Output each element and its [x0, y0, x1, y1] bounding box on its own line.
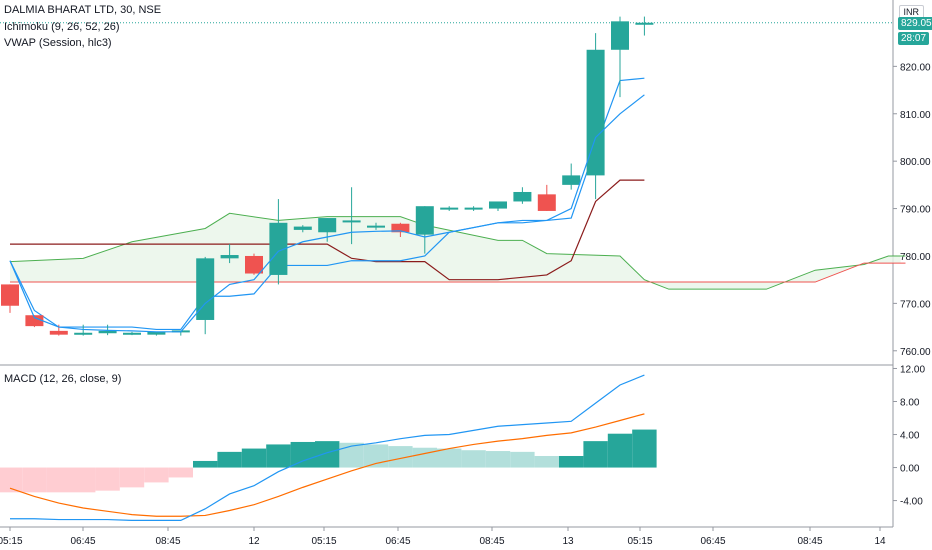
time-tick-label: 13	[562, 536, 574, 547]
kijun-line	[10, 179, 645, 281]
symbol-title: DALMIA BHARAT LTD, 30, NSE	[4, 4, 162, 16]
macd-histogram-bar	[363, 444, 389, 468]
countdown-badge: 28:07	[898, 32, 930, 45]
macd-tick-label: -4.00	[900, 497, 923, 508]
price-tick-label: 820.00	[900, 62, 931, 73]
macd-histogram-bar	[46, 467, 71, 493]
price-tick-label: 800.00	[900, 157, 931, 168]
price-tick-label: 760.00	[900, 347, 931, 358]
time-tick-label: 05:15	[627, 536, 652, 547]
macd-histogram-bar	[485, 451, 511, 468]
price-tick-label: 810.00	[900, 110, 931, 121]
time-tick-label: 06:45	[385, 536, 410, 547]
macd-histogram-bar	[388, 446, 413, 468]
macd-histogram-bar	[0, 467, 23, 493]
macd-histogram-bar	[559, 455, 584, 468]
ichimoku-cloud	[10, 213, 901, 290]
time-tick-label: 05:15	[311, 536, 336, 547]
candle-body	[415, 206, 434, 235]
candle-body	[25, 315, 44, 327]
macd-histogram-bar	[339, 442, 364, 468]
candle-body	[464, 207, 483, 210]
ichimoku-legend[interactable]: Ichimoku (9, 26, 52, 26)	[4, 21, 120, 33]
tenkan-line	[9, 77, 645, 331]
candle-body	[147, 331, 166, 335]
candle-body	[537, 194, 556, 211]
candle-body	[49, 330, 68, 335]
candle-body	[367, 225, 385, 228]
candle-body	[489, 201, 507, 209]
candle-body	[1, 284, 19, 306]
candle-body	[562, 175, 581, 185]
macd-histogram-bar	[95, 467, 120, 491]
vwap-legend[interactable]: VWAP (Session, hlc3)	[4, 37, 112, 49]
macd-histogram-bar	[583, 441, 608, 468]
macd-histogram-bar	[607, 433, 633, 468]
candle-body	[269, 222, 288, 275]
macd-signal-line	[9, 413, 645, 517]
last-price-badge: 829.05	[898, 17, 932, 30]
candle-body	[245, 255, 263, 274]
price-tick-label: 790.00	[900, 205, 931, 216]
macd-histogram-bar	[144, 467, 169, 483]
macd-histogram-bar	[266, 444, 291, 468]
time-tick-label: 08:45	[479, 536, 504, 547]
macd-histogram-bar	[22, 467, 47, 493]
senkou-span-b-line	[10, 262, 906, 283]
candle-body	[196, 258, 215, 320]
vwap-line	[9, 94, 645, 333]
macd-tick-label: 4.00	[900, 431, 920, 442]
time-tick-label: 06:45	[700, 536, 725, 547]
macd-tick-label: 0.00	[900, 464, 920, 475]
macd-histogram-bar	[534, 455, 559, 468]
macd-tick-label: 12.00	[900, 364, 925, 375]
time-tick-label: 06:45	[70, 536, 95, 547]
time-tick-label: 14	[874, 536, 886, 547]
macd-histogram-bar	[119, 467, 145, 488]
macd-histogram-bar	[168, 467, 193, 478]
candle-body	[98, 330, 117, 334]
candle-body	[513, 191, 532, 202]
macd-histogram-bar	[241, 448, 267, 468]
candle-body	[440, 207, 459, 210]
macd-histogram-bar	[632, 429, 657, 468]
macd-histogram-bar	[193, 460, 218, 468]
price-tick-label: 770.00	[900, 299, 931, 310]
time-tick-label: 08:45	[155, 536, 180, 547]
candle-body	[635, 22, 654, 25]
candle-body	[586, 49, 605, 176]
macd-tick-label: 8.00	[900, 398, 920, 409]
candle-body	[318, 218, 337, 233]
macd-histogram-bar	[461, 450, 486, 468]
macd-histogram-bar	[290, 441, 315, 468]
macd-histogram-bar	[71, 467, 96, 493]
price-tick-label: 780.00	[900, 252, 931, 263]
time-tick-label: 08:45	[797, 536, 822, 547]
macd-histogram-bar	[510, 451, 535, 468]
time-tick-label: 05:15	[0, 536, 23, 547]
candle-body	[123, 332, 141, 335]
macd-histogram-bar	[217, 451, 242, 468]
candle-body	[220, 255, 239, 259]
macd-histogram-bar	[437, 448, 462, 468]
macd-line	[10, 374, 645, 521]
candle-body	[391, 223, 410, 233]
candle-body	[611, 21, 629, 50]
candle-body	[342, 220, 361, 223]
macd-legend[interactable]: MACD (12, 26, close, 9)	[4, 373, 122, 385]
time-tick-label: 12	[248, 536, 260, 547]
candle-body	[74, 332, 93, 335]
candle-body	[293, 226, 312, 230]
senkou-span-a-line	[9, 212, 906, 290]
macd-histogram-bar	[412, 447, 437, 468]
macd-histogram-bar	[315, 441, 340, 468]
